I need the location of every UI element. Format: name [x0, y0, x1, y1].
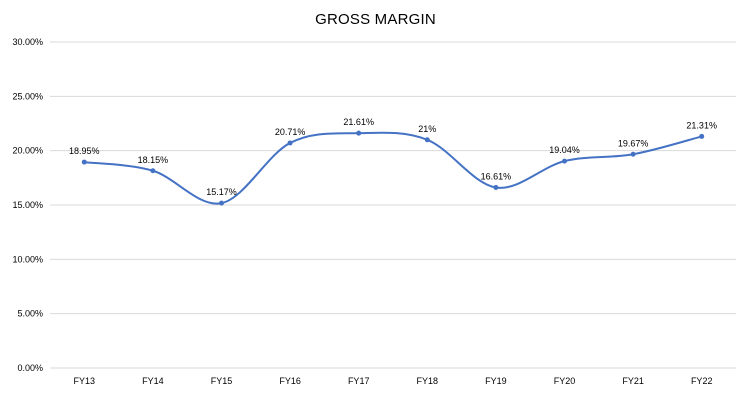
data-point	[493, 185, 499, 191]
data-point	[287, 140, 293, 146]
data-point	[81, 159, 87, 165]
data-label: 21.61%	[343, 117, 374, 127]
x-tick-label: FY20	[554, 376, 576, 386]
data-label: 21%	[418, 124, 436, 134]
x-tick-label: FY16	[279, 376, 301, 386]
y-tick-label: 5.00%	[17, 309, 43, 319]
data-point	[150, 168, 156, 174]
data-label: 16.61%	[481, 172, 512, 182]
data-label: 18.95%	[69, 146, 100, 156]
y-tick-label: 25.00%	[12, 91, 43, 101]
data-point	[699, 133, 705, 139]
y-tick-label: 15.00%	[12, 200, 43, 210]
y-tick-label: 30.00%	[12, 37, 43, 47]
data-label: 21.31%	[686, 120, 717, 130]
data-label: 18.15%	[138, 155, 169, 165]
x-tick-label: FY14	[142, 376, 164, 386]
x-tick-label: FY21	[622, 376, 644, 386]
data-label: 19.04%	[549, 145, 580, 155]
x-tick-label: FY17	[348, 376, 370, 386]
data-label: 19.67%	[618, 138, 649, 148]
y-tick-label: 10.00%	[12, 254, 43, 264]
x-tick-label: FY18	[417, 376, 439, 386]
data-point	[356, 130, 362, 136]
data-label: 15.17%	[206, 187, 237, 197]
data-point	[630, 151, 636, 157]
chart-title: GROSS MARGIN	[315, 11, 436, 28]
series-line	[84, 131, 702, 205]
data-point	[219, 200, 224, 206]
y-tick-label: 0.00%	[17, 363, 43, 373]
y-tick-label: 20.00%	[12, 146, 43, 156]
data-point	[562, 158, 567, 164]
x-tick-label: FY15	[211, 376, 233, 386]
data-label: 20.71%	[275, 127, 306, 137]
x-tick-label: FY22	[691, 376, 713, 386]
x-tick-label: FY13	[74, 376, 96, 386]
x-tick-label: FY19	[485, 376, 507, 386]
data-point	[424, 137, 430, 143]
